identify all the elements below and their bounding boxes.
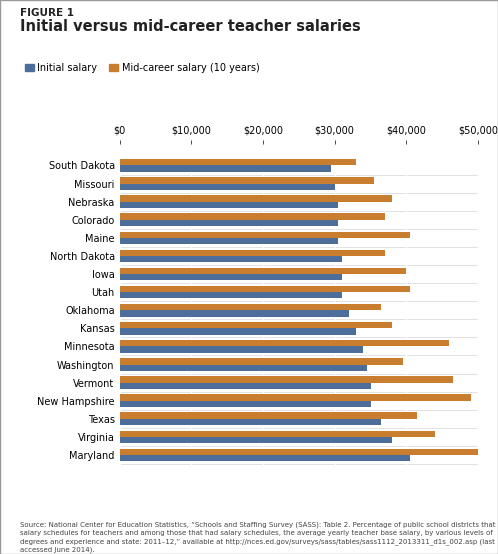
Text: Initial versus mid-career teacher salaries: Initial versus mid-career teacher salari…	[20, 19, 361, 34]
Bar	[120, 286, 410, 292]
Bar	[120, 455, 410, 461]
Bar	[120, 449, 493, 455]
Text: FIGURE 1: FIGURE 1	[20, 8, 74, 18]
Bar	[120, 401, 371, 407]
Bar	[120, 340, 449, 346]
Bar	[120, 250, 385, 256]
Bar	[120, 304, 381, 310]
Bar	[120, 346, 364, 353]
Bar	[120, 413, 417, 419]
Bar	[120, 220, 338, 226]
Bar	[120, 232, 410, 238]
Bar	[120, 419, 381, 425]
Bar	[120, 183, 335, 190]
Bar	[120, 177, 374, 183]
Bar	[120, 365, 367, 371]
Bar	[120, 358, 403, 365]
Bar	[120, 159, 356, 166]
Legend: Initial salary, Mid-career salary (10 years): Initial salary, Mid-career salary (10 ye…	[25, 63, 259, 73]
Bar	[120, 202, 338, 208]
Bar	[120, 292, 342, 299]
Bar	[120, 322, 392, 329]
Bar	[120, 376, 453, 383]
Bar	[120, 238, 338, 244]
Text: Source: National Center for Education Statistics, “Schools and Staffing Survey (: Source: National Center for Education St…	[20, 522, 498, 553]
Bar	[120, 310, 349, 316]
Bar	[120, 430, 435, 437]
Bar	[120, 196, 392, 202]
Bar	[120, 437, 392, 443]
Bar	[120, 329, 356, 335]
Bar	[120, 256, 342, 262]
Bar	[120, 394, 471, 401]
Bar	[120, 166, 331, 172]
Bar	[120, 274, 342, 280]
Bar	[120, 213, 385, 220]
Bar	[120, 383, 371, 389]
Bar	[120, 268, 406, 274]
